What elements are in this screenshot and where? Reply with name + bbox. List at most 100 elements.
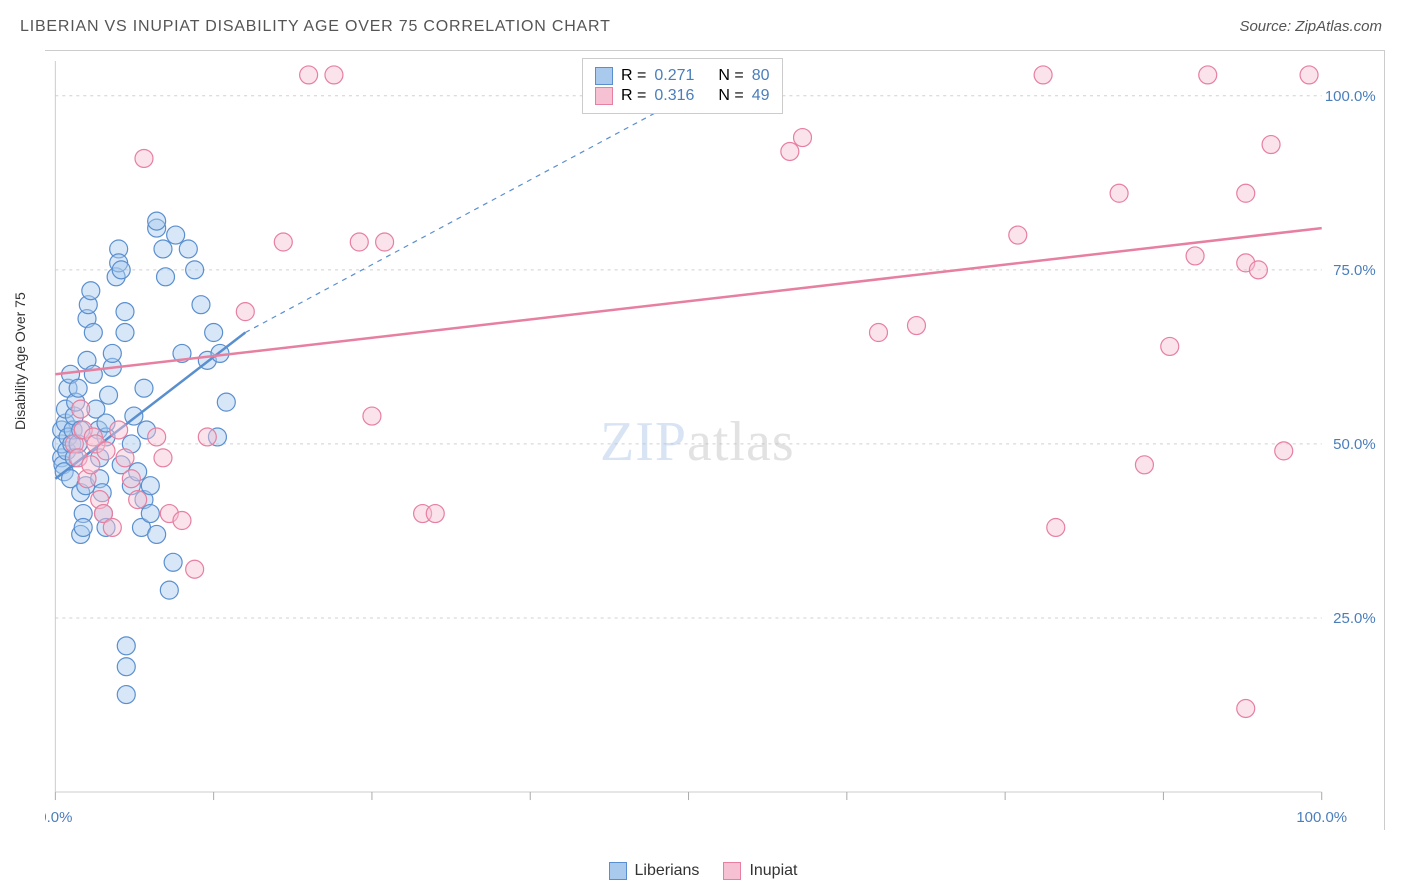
data-point (794, 129, 812, 147)
data-point (205, 324, 223, 342)
data-point (1186, 247, 1204, 265)
r-value: 0.271 (654, 67, 694, 85)
data-point (1237, 184, 1255, 202)
data-point (141, 477, 159, 495)
data-point (1034, 66, 1052, 84)
x-tick-label: 100.0% (1296, 809, 1347, 826)
data-point (72, 400, 90, 418)
data-point (376, 233, 394, 251)
legend-swatch (723, 862, 741, 880)
data-point (154, 449, 172, 467)
data-point (192, 296, 210, 314)
y-tick-label: 100.0% (1325, 88, 1376, 105)
r-label: R = (621, 67, 646, 85)
n-label: N = (718, 67, 743, 85)
data-point (1135, 456, 1153, 474)
data-point (325, 66, 343, 84)
data-point (363, 407, 381, 425)
data-point (870, 324, 888, 342)
legend-row: R = 0.316 N = 49 (595, 87, 770, 105)
data-point (69, 379, 87, 397)
data-point (116, 303, 134, 321)
data-point (116, 449, 134, 467)
legend-label: Inupiat (749, 862, 797, 880)
data-point (82, 282, 100, 300)
data-point (164, 553, 182, 571)
series-legend: Liberians Inupiat (0, 862, 1406, 880)
data-point (426, 505, 444, 523)
data-point (135, 379, 153, 397)
data-point (117, 658, 135, 676)
data-point (907, 317, 925, 335)
data-point (117, 686, 135, 704)
data-point (97, 442, 115, 460)
n-label: N = (718, 87, 743, 105)
data-point (167, 226, 185, 244)
data-point (217, 393, 235, 411)
legend-row: R = 0.271 N = 80 (595, 67, 770, 85)
legend-swatch (595, 67, 613, 85)
data-point (148, 428, 166, 446)
plot-area: 25.0% 50.0% 75.0% 100.0% 0.0% 100.0% (45, 50, 1385, 830)
data-point (157, 268, 175, 286)
data-point (122, 470, 140, 488)
data-point (179, 240, 197, 258)
data-point (141, 505, 159, 523)
y-tick-label: 25.0% (1333, 610, 1375, 627)
data-point (1009, 226, 1027, 244)
data-point (300, 66, 318, 84)
data-point (1199, 66, 1217, 84)
y-tick-label: 75.0% (1333, 262, 1375, 279)
data-point (1249, 261, 1267, 279)
data-point (1262, 136, 1280, 154)
chart-container: LIBERIAN VS INUPIAT DISABILITY AGE OVER … (0, 0, 1406, 892)
data-point (1275, 442, 1293, 460)
data-point (112, 261, 130, 279)
data-point (274, 233, 292, 251)
n-value: 80 (752, 67, 770, 85)
data-point (236, 303, 254, 321)
legend-item: Liberians (609, 862, 700, 880)
data-point (148, 212, 166, 230)
data-point (1237, 700, 1255, 718)
data-point (100, 386, 118, 404)
legend-swatch (609, 862, 627, 880)
y-tick-label: 50.0% (1333, 436, 1375, 453)
data-point (103, 344, 121, 362)
data-point (1300, 66, 1318, 84)
data-point (198, 428, 216, 446)
data-point (129, 491, 147, 509)
data-point (103, 518, 121, 536)
y-axis-label: Disability Age Over 75 (12, 292, 28, 430)
data-point (148, 525, 166, 543)
scatter-plot-svg: 25.0% 50.0% 75.0% 100.0% 0.0% 100.0% (45, 51, 1384, 830)
data-point (116, 324, 134, 342)
data-point (173, 512, 191, 530)
r-label: R = (621, 87, 646, 105)
chart-title: LIBERIAN VS INUPIAT DISABILITY AGE OVER … (20, 18, 611, 36)
legend-label: Liberians (635, 862, 700, 880)
legend-swatch (595, 87, 613, 105)
n-value: 49 (752, 87, 770, 105)
data-point (117, 637, 135, 655)
trend-line (55, 228, 1321, 374)
data-point (110, 421, 128, 439)
chart-source: Source: ZipAtlas.com (1239, 18, 1382, 35)
data-point (1161, 337, 1179, 355)
data-point (82, 456, 100, 474)
data-point (350, 233, 368, 251)
data-point (1047, 518, 1065, 536)
data-point (186, 560, 204, 578)
r-value: 0.316 (654, 87, 694, 105)
data-point (160, 581, 178, 599)
data-point (154, 240, 172, 258)
x-tick-label: 0.0% (45, 809, 72, 826)
data-point (781, 143, 799, 161)
data-point (84, 324, 102, 342)
data-point (186, 261, 204, 279)
data-point (1110, 184, 1128, 202)
legend-item: Inupiat (723, 862, 797, 880)
data-point (135, 149, 153, 167)
correlation-legend: R = 0.271 N = 80 R = 0.316 N = 49 (582, 58, 783, 114)
data-point (74, 518, 92, 536)
